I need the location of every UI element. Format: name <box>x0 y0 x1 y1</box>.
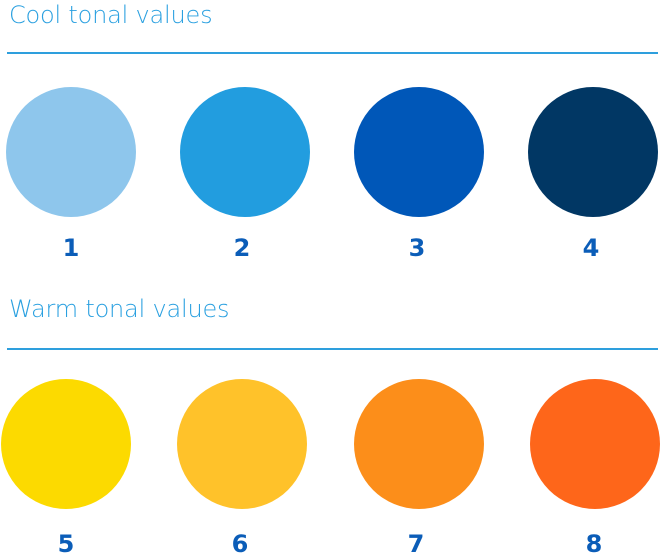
warm-section-title: Warm tonal values <box>9 295 230 323</box>
cool-section-title: Cool tonal values <box>9 1 213 29</box>
warm-swatch-5 <box>1 379 131 509</box>
cool-swatch-4-label: 4 <box>582 234 600 262</box>
warm-swatch-6-label: 6 <box>231 530 249 558</box>
warm-section-divider <box>7 348 658 350</box>
cool-section-divider <box>7 52 658 54</box>
warm-swatch-6 <box>177 379 307 509</box>
cool-swatch-2 <box>180 87 310 217</box>
cool-swatch-2-label: 2 <box>233 234 251 262</box>
cool-swatch-3-label: 3 <box>408 234 426 262</box>
warm-swatch-8-label: 8 <box>585 530 603 558</box>
cool-swatch-1-label: 1 <box>62 234 80 262</box>
warm-swatch-7-label: 7 <box>407 530 425 558</box>
cool-swatch-3 <box>354 87 484 217</box>
cool-swatch-1 <box>6 87 136 217</box>
warm-swatch-5-label: 5 <box>57 530 75 558</box>
warm-swatch-8 <box>530 379 660 509</box>
cool-swatch-4 <box>528 87 658 217</box>
warm-swatch-7 <box>354 379 484 509</box>
